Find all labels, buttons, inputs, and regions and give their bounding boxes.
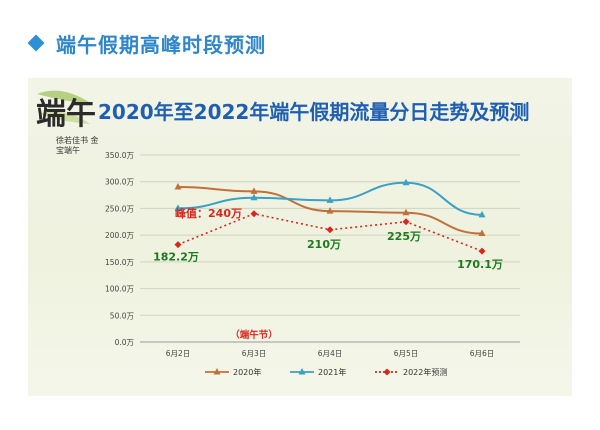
legend-label: 2020年: [233, 367, 261, 377]
legend-marker: [383, 368, 391, 376]
data-label: 225万: [387, 230, 421, 243]
holiday-label: （端午节）: [230, 329, 278, 341]
data-point: [402, 218, 410, 226]
data-point: [174, 241, 182, 249]
section-title: 端午假期高峰时段预测: [56, 32, 266, 57]
x-tick-label: 6月2日: [166, 349, 191, 358]
y-tick-label: 350.0万: [105, 151, 134, 160]
legend-label: 2022年预测: [403, 367, 447, 377]
calligraphy-text: 端午: [36, 97, 96, 132]
data-label: 210万: [307, 238, 341, 251]
data-point: [326, 207, 334, 214]
legend-marker: [213, 368, 221, 375]
legend-marker: [298, 368, 306, 375]
x-tick-label: 6月5日: [394, 349, 419, 358]
y-tick-label: 250.0万: [105, 204, 134, 213]
data-point: [250, 210, 258, 218]
data-point: [402, 208, 410, 216]
section-header: 端午假期高峰时段预测: [27, 28, 266, 58]
data-label: 峰值：240万: [175, 206, 242, 220]
data-point: [250, 193, 258, 201]
legend-label: 2021年: [318, 367, 346, 377]
bamboo-leaf-icon: [37, 90, 92, 124]
x-tick-label: 6月4日: [318, 349, 343, 358]
data-point: [478, 229, 486, 237]
data-point: [174, 204, 182, 211]
data-point: [478, 210, 486, 218]
y-tick-label: 150.0万: [105, 258, 134, 267]
data-point: [250, 187, 258, 194]
y-tick-label: 300.0万: [105, 178, 134, 187]
y-tick-label: 0.0万: [115, 338, 135, 347]
data-label: 170.1万: [457, 258, 503, 271]
chart-title: 2020年至2022年端午假期流量分日走势及预测: [98, 100, 530, 124]
data-point: [326, 196, 334, 203]
y-tick-label: 200.0万: [105, 231, 134, 240]
y-tick-label: 50.0万: [110, 311, 135, 320]
y-tick-label: 100.0万: [105, 285, 134, 294]
data-point: [402, 178, 410, 186]
x-tick-label: 6月6日: [470, 349, 495, 358]
data-point: [174, 183, 182, 190]
data-label: 182.2万: [153, 251, 199, 264]
chart-panel: [28, 78, 572, 396]
calligraphy-signature: 徐若佳书 金宝端午: [56, 136, 99, 155]
data-point: [478, 247, 486, 255]
data-point: [326, 226, 334, 234]
x-tick-label: 6月3日: [242, 349, 267, 358]
